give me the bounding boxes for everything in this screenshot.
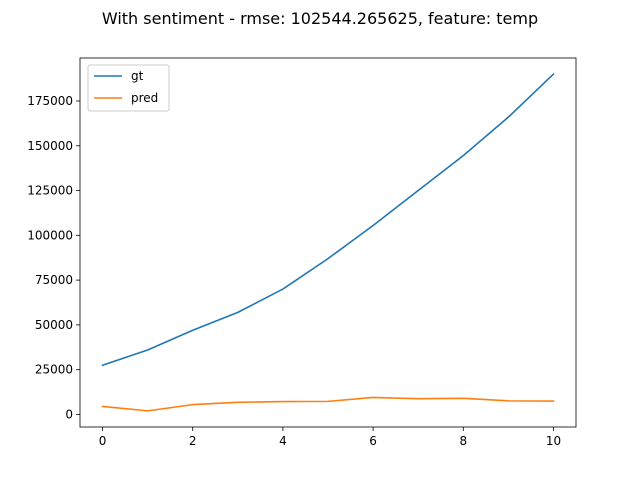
legend: gt pred (87, 64, 170, 112)
x-tick-label: 6 (369, 434, 377, 448)
plot-area (101, 72, 555, 412)
y-tick-label: 50000 (35, 318, 73, 332)
chart-title: With sentiment - rmse: 102544.265625, fe… (102, 9, 538, 28)
y-tick-label: 0 (65, 407, 73, 421)
series-line-pred (101, 396, 555, 412)
x-tick-label: 8 (459, 434, 467, 448)
x-tick-label: 2 (189, 434, 197, 448)
y-tick-label: 175000 (27, 94, 73, 108)
y-tick-label: 125000 (27, 184, 73, 198)
y-tick-label: 25000 (35, 363, 73, 377)
legend-label-gt: gt (131, 69, 144, 83)
legend-label-pred: pred (131, 91, 158, 105)
series-line-gt (101, 72, 555, 367)
x-tick-label: 0 (99, 434, 107, 448)
x-tick-label: 4 (279, 434, 287, 448)
y-tick-label: 150000 (27, 139, 73, 153)
y-tick-label: 100000 (27, 228, 73, 242)
x-tick-label: 10 (546, 434, 561, 448)
plot-frame (79, 57, 577, 428)
y-tick-label: 75000 (35, 273, 73, 287)
